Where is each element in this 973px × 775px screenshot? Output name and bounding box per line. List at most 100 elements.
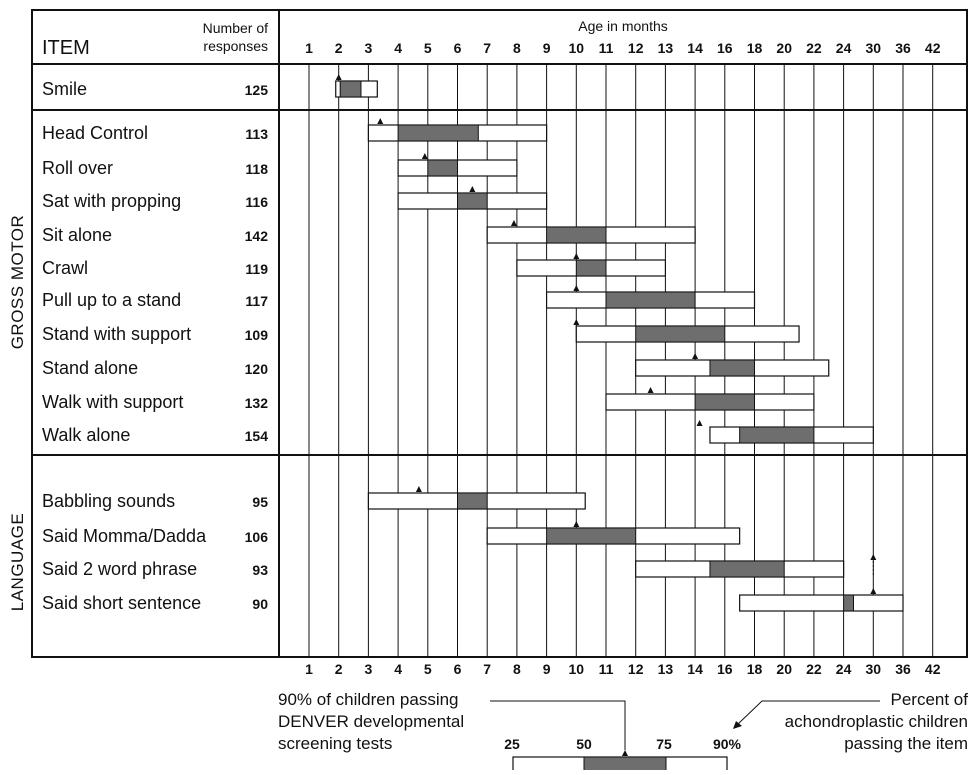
legend-right-text: Percent of (891, 690, 969, 709)
tick-label-bottom: 1 (305, 661, 313, 677)
item-label: Said 2 word phrase (42, 559, 197, 579)
legend-sample-shaded (583, 756, 667, 775)
shaded-range (635, 325, 726, 343)
tick-label-bottom: 2 (335, 661, 343, 677)
shaded-range (739, 426, 815, 444)
header-item-label: ITEM (42, 37, 90, 59)
legend-percentile: 90% (713, 736, 742, 752)
header-responses-line2: responses (203, 38, 268, 54)
tick-label-top: 13 (658, 40, 674, 56)
tick-label-bottom: 6 (454, 661, 462, 677)
tick-label-top: 36 (895, 40, 911, 56)
denver-marker (573, 521, 580, 527)
tick-label-bottom: 11 (599, 661, 614, 677)
response-count: 117 (245, 293, 268, 309)
shaded-range (457, 492, 488, 510)
header-age-title: Age in months (578, 18, 668, 34)
legend-left-text: DENVER developmental (278, 712, 464, 731)
denver-marker (870, 554, 877, 560)
denver-marker (870, 588, 877, 594)
response-count: 132 (245, 395, 269, 411)
shaded-range (546, 226, 607, 244)
shaded-range (709, 359, 756, 377)
section-label: LANGUAGE (8, 513, 27, 611)
tick-label-top: 16 (717, 40, 733, 56)
tick-label-bottom: 9 (543, 661, 551, 677)
tick-label-top: 12 (628, 40, 644, 56)
tick-label-top: 4 (394, 40, 402, 56)
item-label: Pull up to a stand (42, 290, 181, 310)
tick-label-top: 42 (925, 40, 941, 56)
denver-marker (647, 387, 654, 393)
response-count: 90 (252, 596, 268, 612)
legend-percentile: 75 (656, 736, 672, 752)
tick-label-bottom: 8 (513, 661, 521, 677)
legend-left-text: 90% of children passing (278, 690, 459, 709)
response-count: 142 (245, 228, 269, 244)
response-count: 154 (245, 428, 269, 444)
item-label: Walk with support (42, 392, 183, 412)
legend-leader-right (737, 700, 880, 725)
legend-percentile: 25 (504, 736, 520, 752)
tick-label-bottom: 18 (747, 661, 763, 677)
denver-marker (415, 486, 422, 492)
legend-percentile: 50 (576, 736, 592, 752)
response-count: 118 (245, 161, 268, 177)
tick-label-bottom: 22 (806, 661, 822, 677)
legend-leader-left (490, 700, 626, 750)
tick-label-bottom: 4 (394, 661, 402, 677)
shaded-range (546, 527, 637, 545)
tick-label-bottom: 20 (776, 661, 792, 677)
chart-frame (31, 9, 968, 658)
denver-marker (573, 319, 580, 325)
response-count: 106 (245, 529, 269, 545)
shaded-range (709, 560, 785, 578)
tick-label-top: 22 (806, 40, 822, 56)
item-label: Smile (42, 79, 87, 99)
legend-left-text: screening tests (278, 734, 392, 753)
item-label: Walk alone (42, 425, 130, 445)
shaded-range (843, 594, 854, 612)
denver-marker (573, 253, 580, 259)
tick-label-top: 6 (454, 40, 462, 56)
tick-label-bottom: 14 (687, 661, 703, 677)
tick-label-top: 7 (483, 40, 491, 56)
shaded-range (397, 124, 479, 142)
tick-label-top: 8 (513, 40, 521, 56)
tick-label-top: 5 (424, 40, 432, 56)
item-label: Said Momma/Dadda (42, 526, 207, 546)
item-label: Head Control (42, 123, 148, 143)
tick-label-bottom: 10 (569, 661, 585, 677)
item-label: Crawl (42, 258, 88, 278)
range-bar (739, 594, 904, 612)
tick-label-top: 2 (335, 40, 343, 56)
response-count: 95 (252, 494, 268, 510)
denver-marker (696, 420, 703, 426)
denver-marker (335, 74, 342, 80)
denver-marker (692, 353, 699, 359)
shaded-range (339, 80, 362, 98)
tick-label-bottom: 36 (895, 661, 911, 677)
legend-leader-arrow (733, 721, 742, 729)
shaded-range (575, 259, 607, 277)
legend-sample-marker (622, 750, 628, 756)
denver-marker (510, 220, 517, 226)
header-responses-line1: Number of (203, 20, 268, 36)
tick-label-bottom: 13 (658, 661, 674, 677)
shaded-range (605, 291, 696, 309)
tick-label-top: 3 (365, 40, 373, 56)
response-count: 113 (245, 126, 268, 142)
tick-label-top: 9 (543, 40, 551, 56)
tick-label-top: 11 (599, 40, 614, 56)
response-count: 120 (245, 361, 269, 377)
section-label: GROSS MOTOR (8, 215, 27, 350)
response-count: 119 (245, 261, 268, 277)
tick-label-bottom: 5 (424, 661, 432, 677)
item-label: Said short sentence (42, 593, 201, 613)
tick-label-bottom: 30 (866, 661, 882, 677)
tick-label-bottom: 16 (717, 661, 733, 677)
shaded-range (694, 393, 755, 411)
item-label: Babbling sounds (42, 491, 175, 511)
